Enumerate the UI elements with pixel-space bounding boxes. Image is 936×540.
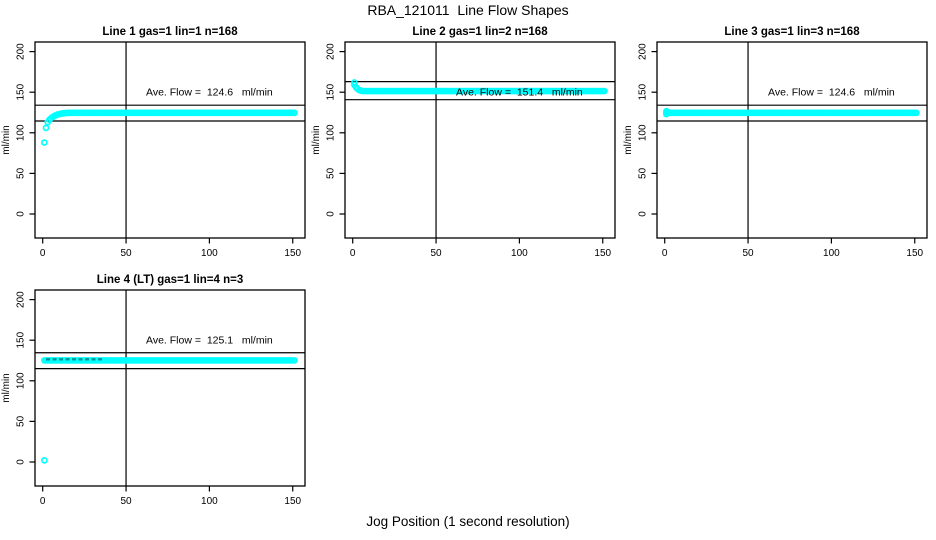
x-axis-tick-label: 50 xyxy=(430,248,442,259)
y-axis-tick-label: 200 xyxy=(15,291,26,308)
y-axis-title: ml/min xyxy=(311,125,322,154)
x-axis-tick-label: 0 xyxy=(40,496,46,507)
x-axis-tick-label: 50 xyxy=(120,248,132,259)
y-axis-tick-label: 0 xyxy=(638,211,649,217)
data-points xyxy=(41,357,298,464)
y-axis-tick-label: 200 xyxy=(326,43,337,60)
y-axis-tick-label: 50 xyxy=(638,167,649,179)
data-points xyxy=(351,79,608,95)
figure-title: RBA_121011 Line Flow Shapes xyxy=(367,2,569,18)
y-axis: 0 50 100 150 200 ml/min xyxy=(623,43,657,217)
subplot-line-3-title: Line 3 gas=1 lin=3 n=168 xyxy=(724,26,860,38)
average-flow-annotation: Ave. Flow = 151.4 ml/min xyxy=(456,86,583,98)
data-point xyxy=(913,109,920,117)
y-axis: 0 50 100 150 200 ml/min xyxy=(1,43,35,217)
y-axis-tick-label: 50 xyxy=(326,167,337,179)
x-axis-tick-label: 150 xyxy=(594,248,611,259)
data-point xyxy=(291,357,298,364)
data-points xyxy=(663,107,920,118)
x-axis-tick-label: 150 xyxy=(284,248,301,259)
figure-xlabel: Jog Position (1 second resolution) xyxy=(366,514,570,529)
y-axis-tick-label: 100 xyxy=(326,124,337,141)
data-point xyxy=(601,87,608,95)
subplot-line-2: Line 2 gas=1 lin=2 n=168 0 50 100 150 200 ml/… xyxy=(310,20,622,270)
y-axis-tick-label: 0 xyxy=(326,211,337,217)
x-axis-tick-label: 100 xyxy=(201,248,218,259)
y-axis-tick-label: 100 xyxy=(16,372,27,389)
subplot-line-1: Line 1 gas=1 lin=1 n=168 0 50 100 150 200 ml/… xyxy=(0,20,312,270)
x-axis-tick-label: 0 xyxy=(350,248,356,259)
plot-frame xyxy=(656,41,928,239)
y-axis-tick-label: 0 xyxy=(16,211,27,217)
x-axis-tick-label: 100 xyxy=(201,496,218,507)
x-axis-tick-label: 0 xyxy=(40,248,46,259)
plot-frame xyxy=(34,289,306,487)
x-axis: 0 50 100 150 xyxy=(662,238,924,259)
average-flow-annotation: Ave. Flow = 124.6 ml/min xyxy=(768,86,895,98)
subplot-line-3: Line 3 gas=1 lin=3 n=168 0 50 100 150 200 ml/… xyxy=(622,20,934,270)
y-axis: 0 50 100 150 200 ml/min xyxy=(1,291,35,465)
y-axis-tick-label: 150 xyxy=(638,83,649,100)
y-axis-tick-label: 0 xyxy=(16,459,27,465)
plot-frame xyxy=(34,41,306,239)
x-axis-tick-label: 100 xyxy=(511,248,528,259)
x-axis: 0 50 100 150 xyxy=(40,486,302,507)
x-axis: 0 50 100 150 xyxy=(40,238,302,259)
y-axis-tick-label: 100 xyxy=(16,124,27,141)
subplot-line-3-canvas: 0 50 100 150 200 ml/min 0 50 100 150 Ave. Flow = 1… xyxy=(623,41,928,259)
subplot-line-4-title: Line 4 (LT) gas=1 lin=4 n=3 xyxy=(96,274,244,286)
subplot-line-1-title: Line 1 gas=1 lin=1 n=168 xyxy=(102,26,238,38)
x-axis-tick-label: 0 xyxy=(662,248,668,259)
average-flow-annotation: Ave. Flow = 124.6 ml/min xyxy=(146,86,273,98)
subplot-line-4-canvas: 0 50 100 150 200 ml/min 0 50 100 150 Ave. Flow = 1… xyxy=(1,289,306,507)
x-axis-tick-label: 150 xyxy=(906,248,923,259)
y-axis-tick-label: 150 xyxy=(16,331,27,348)
data-point xyxy=(41,139,48,146)
y-axis-tick-label: 200 xyxy=(638,43,649,60)
plot-frame xyxy=(344,41,616,239)
data-points xyxy=(41,109,298,146)
y-axis: 0 50 100 150 200 ml/min xyxy=(311,43,345,217)
y-axis-tick-label: 150 xyxy=(326,83,337,100)
x-axis-tick-label: 100 xyxy=(823,248,840,259)
subplot-line-2-title: Line 2 gas=1 lin=2 n=168 xyxy=(412,26,548,38)
average-flow-annotation: Ave. Flow = 125.1 ml/min xyxy=(146,334,273,346)
y-axis-tick-label: 150 xyxy=(16,83,27,100)
y-axis-tick-label: 50 xyxy=(16,167,27,179)
x-axis-tick-label: 150 xyxy=(284,496,301,507)
y-axis-title: ml/min xyxy=(623,125,634,154)
x-axis-tick-label: 50 xyxy=(742,248,754,259)
y-axis-title: ml/min xyxy=(1,125,12,154)
data-point xyxy=(42,124,50,132)
y-axis-tick-label: 100 xyxy=(638,124,649,141)
y-axis-tick-label: 50 xyxy=(16,415,27,427)
x-axis-tick-label: 50 xyxy=(120,496,132,507)
data-point xyxy=(291,109,298,117)
subplot-line-1-canvas: 0 50 100 150 200 ml/min 0 50 100 150 Ave. Flow = 1… xyxy=(1,41,306,259)
subplot-line-2-canvas: 0 50 100 150 200 ml/min 0 50 100 150 Ave. Flow = 1… xyxy=(311,41,616,259)
x-axis: 0 50 100 150 xyxy=(350,238,612,259)
data-point xyxy=(41,457,48,464)
y-axis-title: ml/min xyxy=(1,373,12,402)
subplot-line-4-lt: Line 4 (LT) gas=1 lin=4 n=3 0 50 100 150 200… xyxy=(0,268,312,518)
y-axis-tick-label: 200 xyxy=(15,43,26,60)
